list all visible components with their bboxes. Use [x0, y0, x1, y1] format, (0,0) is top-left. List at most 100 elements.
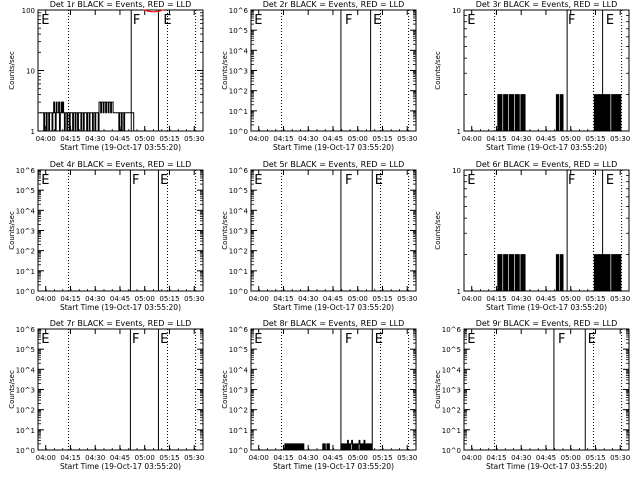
x-tick-label: 05:15: [372, 454, 392, 462]
y-tick-label: 10^4: [16, 366, 36, 374]
plot-title: Det 5r BLACK = Events, RED = LLD: [263, 160, 405, 169]
x-tick-label: 04:15: [60, 454, 80, 462]
y-tick-label: 10: [452, 7, 461, 15]
y-tick-label: 10^4: [442, 366, 462, 374]
y-tick-label: 10^6: [16, 326, 36, 334]
marker-label-f: F: [568, 173, 575, 188]
plot-panel-9: Det 9r BLACK = Events, RED = LLD 10^0 10^1…: [434, 319, 630, 471]
x-axis-title: Start Time (19-Oct-17 03:55:20): [273, 462, 394, 471]
plot-title: Det 1r BLACK = Events, RED = LLD: [50, 0, 192, 9]
marker-label-e: E: [375, 332, 383, 347]
plot-panel-3: Det 3r BLACK = Events, RED = LLD 1 10 04:00…: [434, 0, 630, 152]
x-tick-label: 04:45: [110, 295, 130, 303]
x-tick-label: 05:00: [348, 454, 368, 462]
y-tick-label: 10^0: [442, 447, 461, 455]
y-tick-label: 10^3: [442, 387, 461, 395]
axis-frame: [250, 9, 417, 132]
marker-label-e: E: [467, 13, 475, 28]
x-tick-label: 05:00: [561, 295, 581, 303]
marker-label-e: E: [588, 332, 596, 347]
y-tick-label: 10^0: [16, 288, 35, 296]
marker-label-f: F: [345, 332, 352, 347]
x-tick-label: 04:45: [536, 454, 556, 462]
y-axis-title: Counts/sec: [434, 370, 442, 409]
plot-title: Det 4r BLACK = Events, RED = LLD: [50, 160, 192, 169]
x-tick-label: 05:00: [561, 135, 581, 143]
x-axis-title: Start Time (19-Oct-17 03:55:20): [486, 143, 607, 152]
series-events-line: [284, 439, 416, 451]
x-tick-label: 05:15: [372, 135, 392, 143]
x-tick-label: 04:45: [323, 295, 343, 303]
x-tick-label: 04:30: [298, 135, 318, 143]
plot-panel-2: Det 2r BLACK = Events, RED = LLD 10^0 10^1…: [221, 0, 417, 152]
y-axis-title: Counts/sec: [434, 211, 442, 250]
x-tick-label: 05:00: [348, 295, 368, 303]
y-tick-label: 10^4: [229, 366, 249, 374]
y-tick-label: 10^2: [229, 88, 248, 96]
marker-label-e: E: [163, 13, 171, 28]
x-tick-label: 04:30: [85, 454, 105, 462]
x-axis-title: Start Time (19-Oct-17 03:55:20): [60, 143, 181, 152]
x-tick-label: 05:15: [585, 454, 605, 462]
marker-label-f: F: [345, 173, 352, 188]
y-axis-title: Counts/sec: [221, 51, 229, 90]
x-tick-label: 04:00: [36, 135, 56, 143]
y-tick-label: 10: [452, 167, 461, 175]
x-tick-label: 04:45: [536, 135, 556, 143]
axis-frame: [250, 169, 417, 292]
y-axis-title: Counts/sec: [8, 370, 16, 409]
y-tick-label: 10^4: [16, 207, 36, 215]
y-tick-label: 10^1: [229, 427, 248, 435]
y-tick-label: 10^2: [229, 248, 248, 256]
marker-label-f: F: [568, 13, 575, 28]
plot-panel-1: Det 1r BLACK = Events, RED = LLD 1 10 100 04…: [8, 0, 204, 152]
marker-label-f: F: [132, 332, 139, 347]
marker-label-f: F: [133, 13, 140, 28]
marker-label-e: E: [467, 173, 475, 188]
x-tick-label: 05:00: [561, 454, 581, 462]
y-tick-label: 10^1: [442, 427, 461, 435]
plot-title: Det 3r BLACK = Events, RED = LLD: [476, 0, 618, 9]
x-tick-label: 04:15: [486, 295, 506, 303]
x-tick-label: 04:45: [110, 135, 130, 143]
plot-panel-5: Det 5r BLACK = Events, RED = LLD 10^0 10^1…: [221, 160, 417, 312]
y-tick-label: 10^6: [442, 326, 462, 334]
x-tick-label: 04:15: [273, 454, 293, 462]
y-tick-label: 10^5: [229, 27, 248, 35]
y-tick-label: 10^3: [229, 387, 248, 395]
axis-frame: [37, 328, 204, 451]
x-tick-label: 04:45: [536, 295, 556, 303]
marker-label-f: F: [558, 332, 565, 347]
marker-label-e: E: [41, 332, 49, 347]
series-events-line: [497, 94, 623, 132]
x-axis-title: Start Time (19-Oct-17 03:55:20): [60, 462, 181, 471]
x-tick-label: 05:30: [610, 135, 630, 143]
marker-label-e: E: [254, 13, 262, 28]
y-tick-label: 10^0: [229, 447, 248, 455]
y-tick-label: 10^5: [229, 346, 248, 354]
y-tick-label: 10^5: [442, 346, 461, 354]
x-tick-label: 04:15: [486, 135, 506, 143]
x-tick-label: 04:45: [323, 454, 343, 462]
x-tick-label: 04:15: [273, 135, 293, 143]
marker-label-f: F: [345, 13, 352, 28]
y-tick-label: 10^3: [16, 228, 35, 236]
y-tick-label: 100: [22, 7, 35, 15]
x-axis-title: Start Time (19-Oct-17 03:55:20): [486, 462, 607, 471]
marker-label-e: E: [606, 13, 614, 28]
marker-label-e: E: [160, 332, 168, 347]
marker-label-e: E: [467, 332, 475, 347]
x-tick-label: 04:15: [60, 295, 80, 303]
x-tick-label: 04:30: [298, 295, 318, 303]
marker-label-e: E: [606, 173, 614, 188]
y-tick-label: 10^2: [442, 407, 461, 415]
y-tick-label: 1: [457, 288, 461, 296]
y-tick-label: 10^5: [16, 346, 35, 354]
y-tick-label: 10^2: [16, 407, 35, 415]
plot-title: Det 2r BLACK = Events, RED = LLD: [263, 0, 405, 9]
y-tick-label: 10^1: [16, 268, 35, 276]
y-tick-label: 10^4: [229, 47, 249, 55]
x-tick-label: 05:30: [397, 295, 417, 303]
x-tick-label: 05:30: [610, 454, 630, 462]
